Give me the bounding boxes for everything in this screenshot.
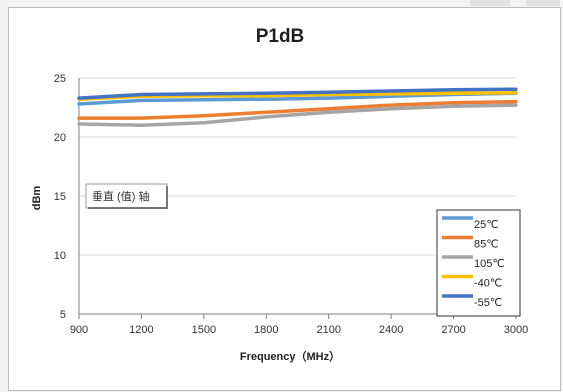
x-tick-label: 900 bbox=[70, 324, 88, 336]
annotation-text: 垂直 (值) 轴 bbox=[92, 189, 149, 203]
x-tick-labels: 900 1200 1500 1800 2100 2400 2700 3000 bbox=[70, 324, 528, 336]
legend-item: 105℃ bbox=[442, 255, 505, 270]
corner-decoration bbox=[470, 0, 510, 6]
x-tick-label: 2100 bbox=[316, 324, 340, 336]
legend-label: -40℃ bbox=[474, 278, 502, 290]
legend-item: 85℃ bbox=[442, 235, 499, 251]
legend-label: 105℃ bbox=[474, 258, 505, 270]
y-tick-label: 25 bbox=[54, 73, 66, 85]
y-axis-label: dBm bbox=[31, 186, 43, 211]
x-tick-label: 1800 bbox=[254, 324, 278, 336]
y-tick-label: 15 bbox=[54, 191, 66, 203]
corner-decoration bbox=[526, 0, 560, 6]
annotation-box[interactable]: 垂直 (值) 轴 bbox=[85, 183, 168, 209]
y-tick-label: 10 bbox=[54, 250, 66, 262]
y-tick-label: 5 bbox=[60, 309, 66, 321]
y-tick-labels: 5 10 15 20 25 bbox=[54, 73, 66, 321]
series-line bbox=[77, 103, 518, 127]
legend: 25℃ 85℃ 105℃ -40℃ -55℃ bbox=[436, 209, 521, 317]
series-line bbox=[77, 99, 518, 120]
legend-item: -55℃ bbox=[442, 294, 502, 309]
x-tick-label: 1200 bbox=[129, 324, 153, 336]
legend-label: 85℃ bbox=[474, 239, 499, 251]
x-tick-label: 1500 bbox=[192, 324, 216, 336]
series-lines bbox=[77, 87, 518, 127]
legend-item: 25℃ bbox=[442, 216, 499, 231]
chart-title: P1dB bbox=[256, 26, 305, 47]
x-axis-label: Frequency（MHz） bbox=[240, 350, 340, 363]
x-tick-label: 2700 bbox=[441, 324, 465, 336]
legend-item: -40℃ bbox=[442, 274, 502, 290]
series-line bbox=[77, 91, 518, 101]
series-line bbox=[77, 87, 518, 100]
y-tick-label: 20 bbox=[54, 132, 66, 144]
legend-frame bbox=[436, 209, 521, 317]
x-tick-label: 3000 bbox=[504, 324, 528, 336]
legend-label: 25℃ bbox=[474, 219, 499, 231]
legend-label: -55℃ bbox=[474, 297, 502, 309]
x-tick-label: 2400 bbox=[379, 324, 403, 336]
